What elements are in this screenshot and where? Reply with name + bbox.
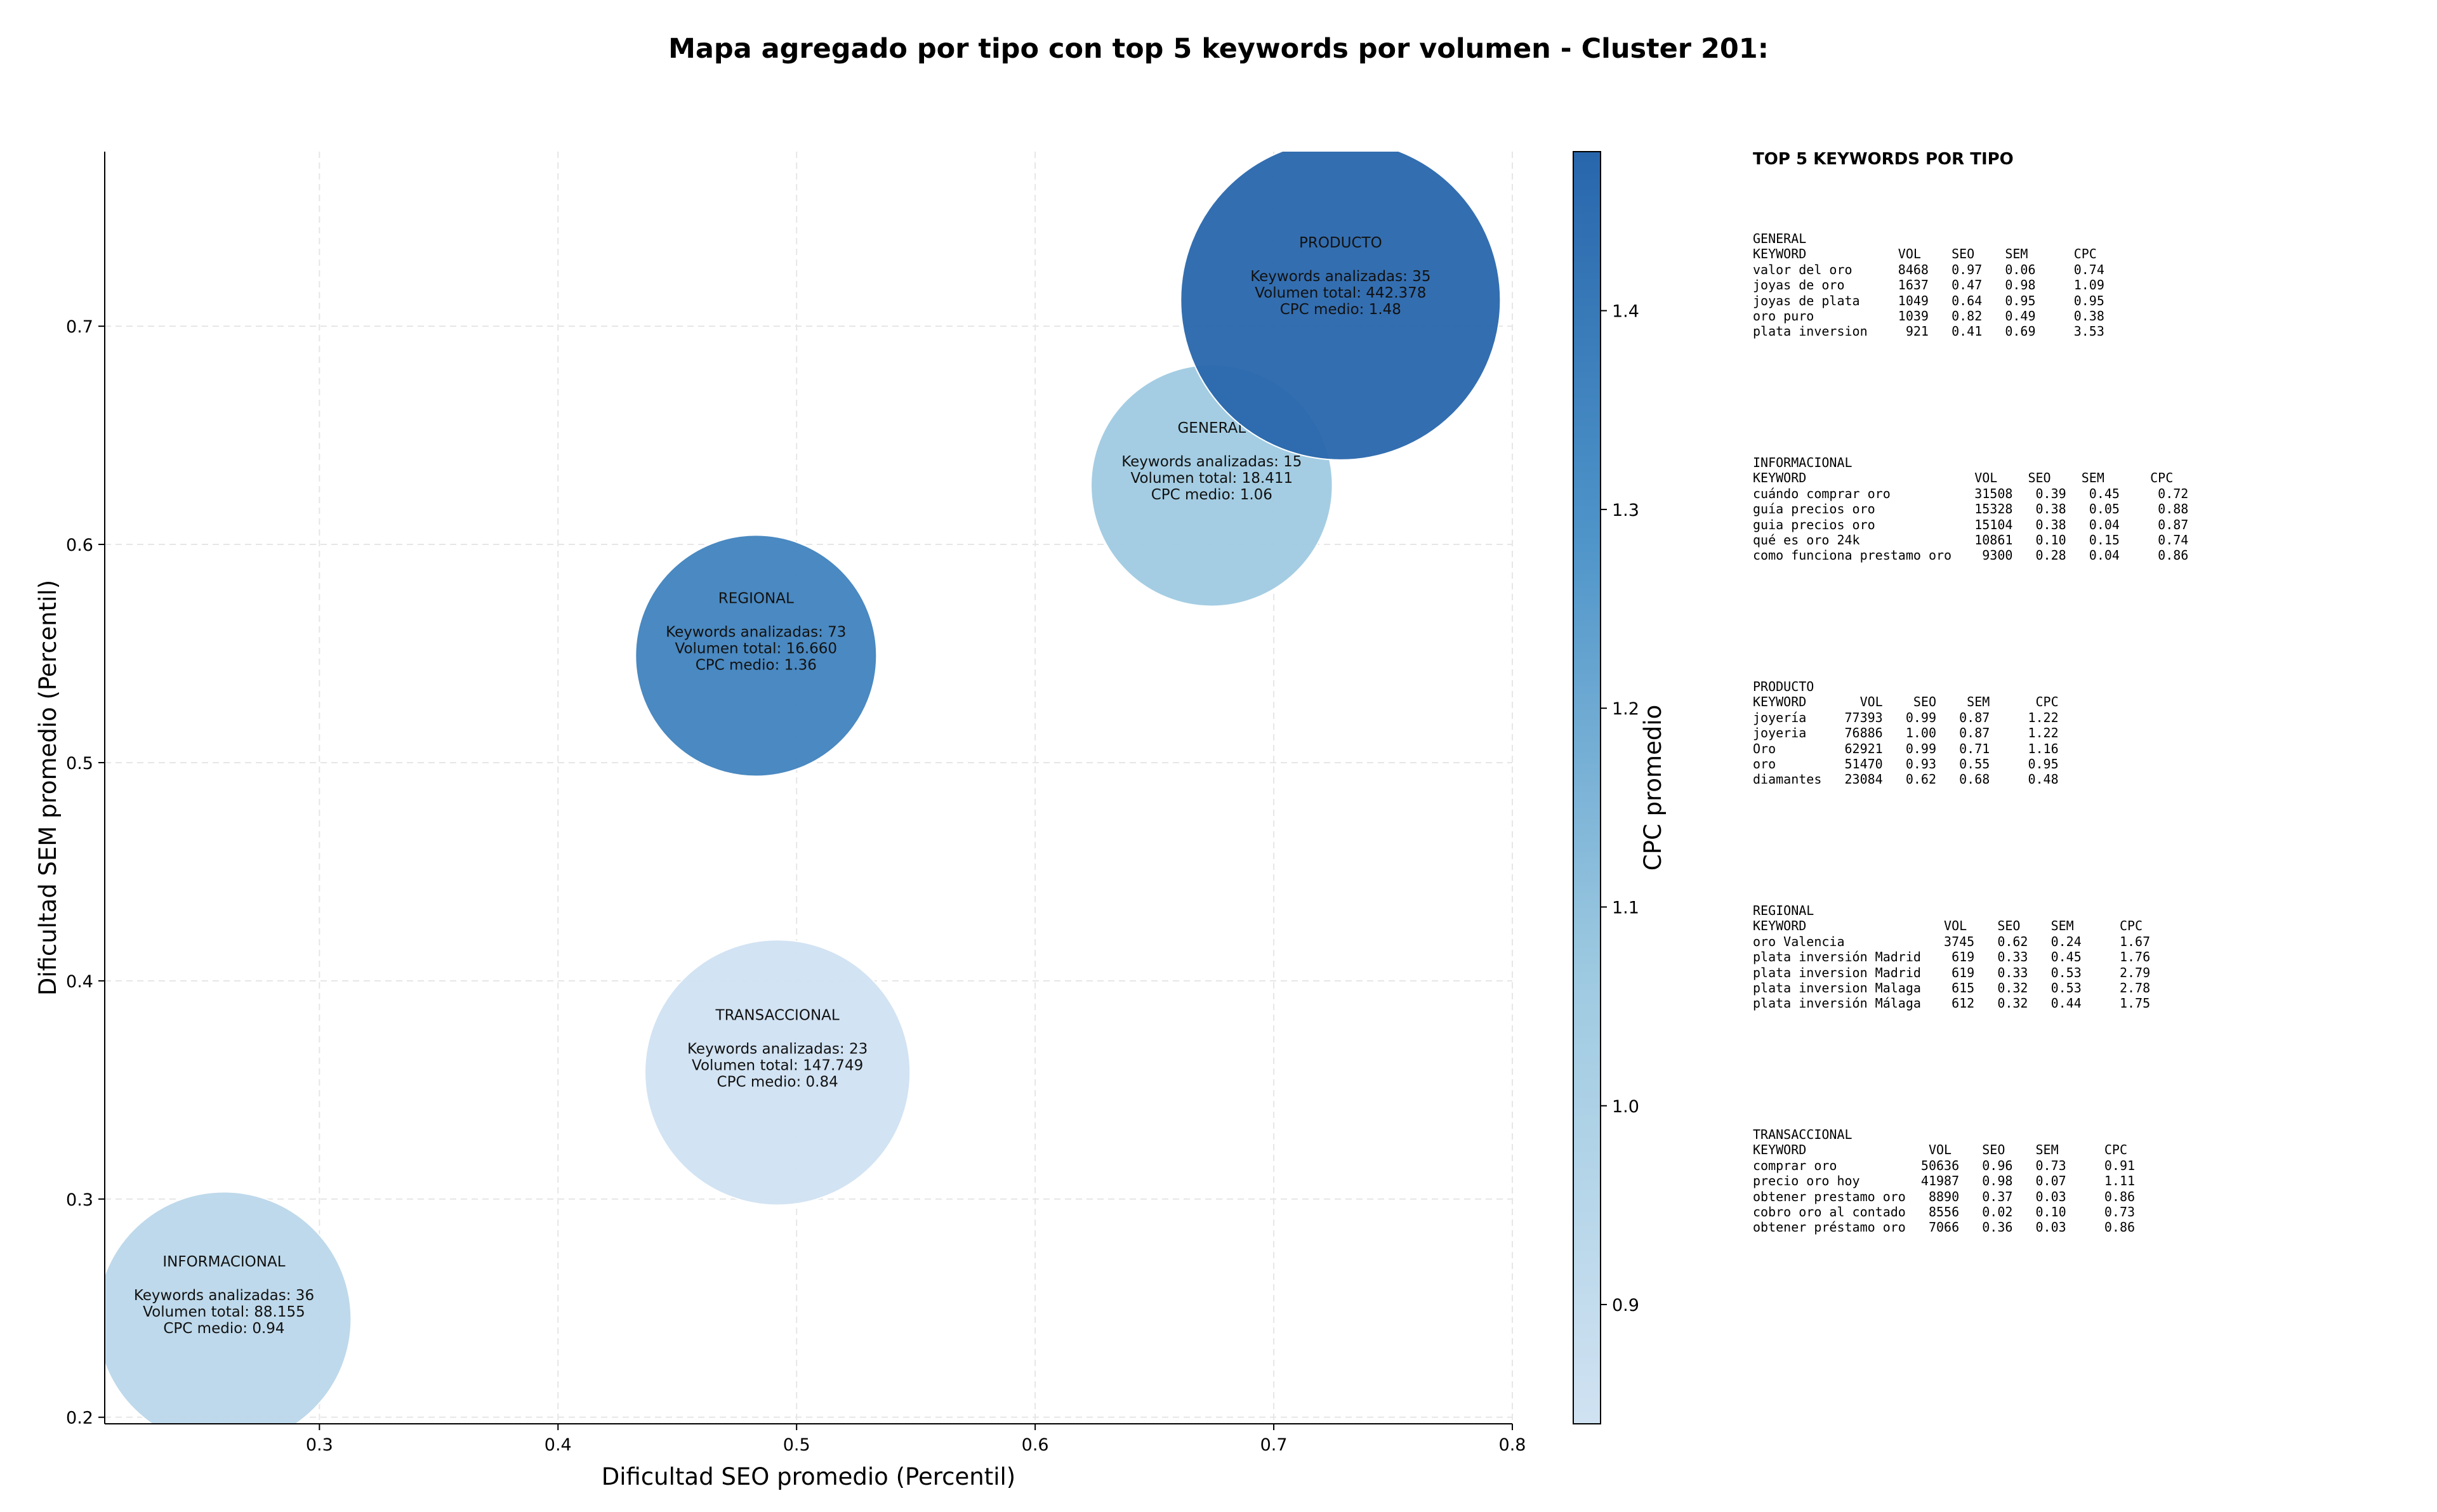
colorbar-tick-label: 1.3 xyxy=(1612,501,1639,520)
chart-title: Mapa agregado por tipo con top 5 keyword… xyxy=(668,33,1769,65)
y-tick-label: 0.7 xyxy=(66,317,93,337)
colorbar: 0.9 1.0 1.1 1.2 1.3 1.4 CPC promedio xyxy=(1573,151,1667,1424)
bubble-cpc-label: CPC medio: 1.48 xyxy=(1280,301,1401,318)
y-axis-label: Dificultad SEM promedio (Percentil) xyxy=(34,580,62,996)
keyword-table-row: valor del oro 8468 0.97 0.06 0.74 xyxy=(1753,261,2104,277)
bubble-cpc-label: CPC medio: 1.06 xyxy=(1151,487,1272,503)
x-tick-label: 0.6 xyxy=(1022,1435,1049,1455)
bubble-keywords-label: Keywords analizadas: 23 xyxy=(687,1041,868,1057)
keyword-table-row: plata inversion 921 0.41 0.69 3.53 xyxy=(1753,324,2104,339)
y-tick-label: 0.6 xyxy=(66,536,93,555)
colorbar-tick-label: 0.9 xyxy=(1612,1296,1639,1315)
keyword-block-title: GENERAL xyxy=(1753,231,1807,246)
bubble-type-label: PRODUCTO xyxy=(1299,235,1382,251)
panel-title: TOP 5 KEYWORDS POR TIPO xyxy=(1753,150,2014,169)
bubble-type-label: TRANSACCIONAL xyxy=(715,1007,840,1023)
colorbar-label: CPC promedio xyxy=(1639,705,1667,871)
top-keywords-panel: TOP 5 KEYWORDS POR TIPO GENERAL KEYWORD V… xyxy=(1753,150,2413,1351)
keyword-block-producto: PRODUCTO KEYWORD VOL SEO SEM CPC joyería 7… xyxy=(1753,679,2413,903)
keyword-table-row: guia precios oro 15104 0.38 0.04 0.87 xyxy=(1753,516,2189,532)
keyword-table-header: KEYWORD VOL SEO SEM CPC xyxy=(1753,918,2143,934)
keyword-block-title: PRODUCTO xyxy=(1753,679,1814,694)
keyword-table-row: cobro oro al contado 8556 0.02 0.10 0.73 xyxy=(1753,1204,2136,1219)
keyword-table-row: joyería 77393 0.99 0.87 1.22 xyxy=(1753,709,2059,725)
keyword-table-row: como funciona prestamo oro 9300 0.28 0.0… xyxy=(1753,548,2189,563)
bubble-keywords-label: Keywords analizadas: 35 xyxy=(1250,268,1430,285)
colorbar-tick-label: 1.2 xyxy=(1612,699,1639,719)
bubble-volume-label: Volumen total: 147.749 xyxy=(692,1057,863,1074)
panel-blocks: GENERAL KEYWORD VOL SEO SEM CPC valor del … xyxy=(1753,231,2413,1351)
keyword-table-header: KEYWORD VOL SEO SEM CPC xyxy=(1753,470,2174,486)
bubble-transaccional: TRANSACCIONAL Keywords analizadas: 23Volu… xyxy=(644,939,911,1206)
keyword-table-row: guía precios oro 15328 0.38 0.05 0.88 xyxy=(1753,501,2189,517)
bubble-type-label: INFORMACIONAL xyxy=(162,1254,285,1270)
keyword-table-row: cuándo comprar oro 31508 0.39 0.45 0.72 xyxy=(1753,485,2189,501)
keyword-table-row: joyeria 76886 1.00 0.87 1.22 xyxy=(1753,725,2059,741)
keyword-table-row: diamantes 23084 0.62 0.68 0.48 xyxy=(1753,772,2059,787)
keyword-table-row: precio oro hoy 41987 0.98 0.07 1.11 xyxy=(1753,1173,2136,1189)
keyword-table-row: joyas de oro 1637 0.47 0.98 1.09 xyxy=(1753,277,2104,293)
keyword-table-row: Oro 62921 0.99 0.71 1.16 xyxy=(1753,740,2059,756)
keyword-block-transaccional: TRANSACCIONAL KEYWORD VOL SEO SEM CPC comp… xyxy=(1753,1127,2413,1351)
bubble-cpc-label: CPC medio: 1.36 xyxy=(696,657,817,673)
keyword-table-row: plata inversión Madrid 619 0.33 0.45 1.7… xyxy=(1753,949,2151,965)
bubble-circle xyxy=(1180,152,1502,461)
keyword-table-row: plata inversion Madrid 619 0.33 0.53 2.7… xyxy=(1753,964,2151,980)
x-tick-label: 0.4 xyxy=(545,1435,572,1455)
keyword-block-informacional: INFORMACIONAL KEYWORD VOL SEO SEM CPC cuán… xyxy=(1753,455,2413,679)
colorbar-tick-label: 1.0 xyxy=(1612,1097,1639,1117)
x-axis-label: Dificultad SEO promedio (Percentil) xyxy=(602,1463,1015,1490)
keyword-table-row: joyas de plata 1049 0.64 0.95 0.95 xyxy=(1753,293,2104,308)
keyword-table-row: qué es oro 24k 10861 0.10 0.15 0.74 xyxy=(1753,532,2189,548)
bubble-circle xyxy=(644,939,911,1206)
x-tick-label: 0.3 xyxy=(306,1435,333,1455)
bubble-informacional: INFORMACIONAL Keywords analizadas: 36Volu… xyxy=(105,1191,352,1424)
keyword-table-row: oro Valencia 3745 0.62 0.24 1.67 xyxy=(1753,933,2151,949)
bubble-type-label: REGIONAL xyxy=(718,590,794,607)
colorbar-tick-label: 1.1 xyxy=(1612,898,1639,917)
bubble-circle xyxy=(635,534,878,777)
keyword-block-general: GENERAL KEYWORD VOL SEO SEM CPC valor del … xyxy=(1753,231,2413,455)
x-tick-label: 0.5 xyxy=(783,1435,810,1455)
keyword-table-row: comprar oro 50636 0.96 0.73 0.91 xyxy=(1753,1157,2136,1173)
colorbar-tick-label: 1.4 xyxy=(1612,302,1639,322)
keyword-block-title: TRANSACCIONAL xyxy=(1753,1127,1853,1142)
y-tick-label: 0.3 xyxy=(66,1190,93,1210)
colorbar-gradient xyxy=(1573,151,1601,1424)
bubble-keywords-label: Keywords analizadas: 15 xyxy=(1121,454,1302,470)
keyword-block-title: REGIONAL xyxy=(1753,903,1814,918)
bubble-cpc-label: CPC medio: 0.84 xyxy=(717,1074,838,1090)
bubble-circle xyxy=(105,1191,352,1424)
axes: 0.3 0.4 0.5 0.6 0.7 0.8 0.2 0.3 0.4 0.5 0.6 0.7 Difi… xyxy=(34,152,1526,1490)
keyword-table-row: oro 51470 0.93 0.55 0.95 xyxy=(1753,756,2059,772)
keyword-table-header: KEYWORD VOL SEO SEM CPC xyxy=(1753,1142,2128,1158)
keyword-table-row: plata inversion Malaga 615 0.32 0.53 2.7… xyxy=(1753,980,2151,996)
x-tick-label: 0.7 xyxy=(1260,1435,1288,1455)
y-tick-label: 0.5 xyxy=(66,754,93,773)
keyword-block-regional: REGIONAL KEYWORD VOL SEO SEM CPC oro Valen… xyxy=(1753,903,2413,1127)
bubble-type-label: GENERAL xyxy=(1177,420,1246,437)
bubble-volume-label: Volumen total: 442.378 xyxy=(1255,285,1426,301)
y-tick-label: 0.2 xyxy=(66,1409,93,1428)
bubble-keywords-label: Keywords analizadas: 73 xyxy=(666,624,846,640)
keyword-table-row: obtener préstamo oro 7066 0.36 0.03 0.86 xyxy=(1753,1219,2136,1235)
keyword-block-title: INFORMACIONAL xyxy=(1753,455,1853,470)
bubble-volume-label: Volumen total: 16.660 xyxy=(675,640,838,657)
x-tick-label: 0.8 xyxy=(1499,1435,1526,1455)
bubble-volume-label: Volumen total: 18.411 xyxy=(1131,470,1293,487)
keyword-table-row: oro puro 1039 0.82 0.49 0.38 xyxy=(1753,308,2104,324)
y-tick-label: 0.4 xyxy=(66,972,93,992)
bubble-volume-label: Volumen total: 88.155 xyxy=(143,1304,305,1320)
keyword-table-row: obtener prestamo oro 8890 0.37 0.03 0.86 xyxy=(1753,1188,2136,1204)
keyword-table-header: KEYWORD VOL SEO SEM CPC xyxy=(1753,694,2059,710)
bubble-keywords-label: Keywords analizadas: 36 xyxy=(134,1287,314,1304)
keyword-table-header: KEYWORD VOL SEO SEM CPC xyxy=(1753,246,2097,262)
bubble-cpc-label: CPC medio: 0.94 xyxy=(163,1320,284,1337)
keyword-table-row: plata inversión Málaga 612 0.32 0.44 1.7… xyxy=(1753,996,2151,1011)
